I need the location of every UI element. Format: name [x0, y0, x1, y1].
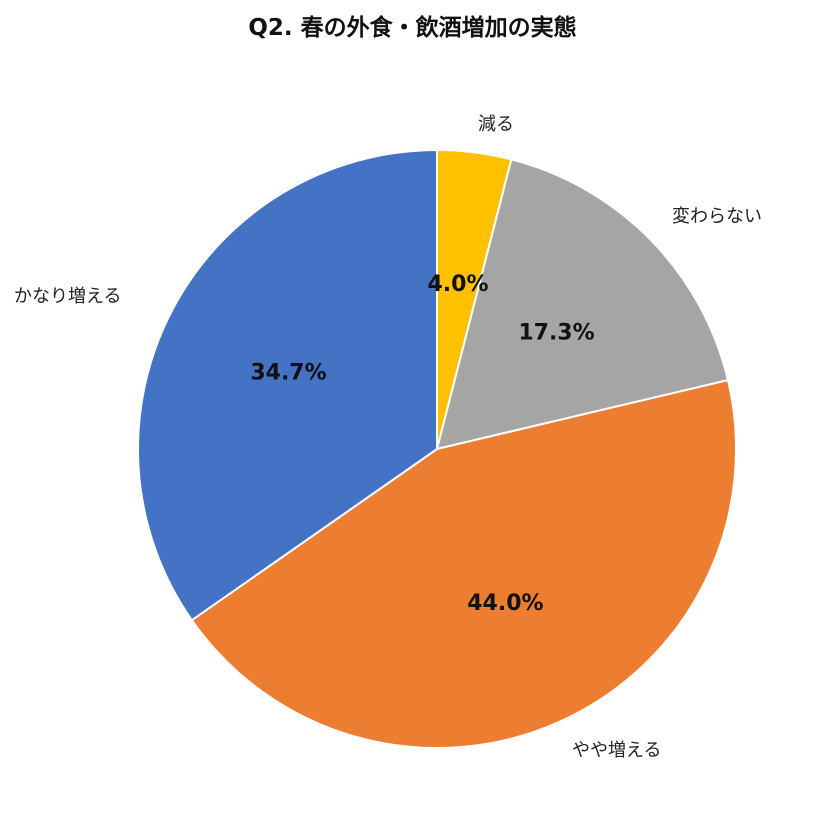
pie-value-label-2: 17.3% [518, 321, 594, 346]
pie-category-label-3: やや増える [572, 740, 661, 761]
pie-slices [137, 148, 738, 750]
pie-value-label-3: 44.0% [467, 591, 543, 616]
pie-slice-3 [190, 378, 738, 750]
pie-value-label-1: 4.0% [427, 272, 488, 297]
pie-value-labels: 4.0% 17.3% 44.0% 34.7% [250, 272, 594, 616]
pie-category-label-2: 変わらない [672, 206, 762, 227]
pie-slice-4 [137, 148, 438, 622]
pie-slice-2 [435, 158, 730, 451]
chart-title: Q2. 春の外食・飲酒増加の実態 [248, 15, 577, 41]
pie-value-label-4: 34.7% [250, 361, 326, 386]
pie-category-label-4: かなり増える [14, 286, 121, 307]
pie-category-label-1: 減る [478, 114, 514, 135]
